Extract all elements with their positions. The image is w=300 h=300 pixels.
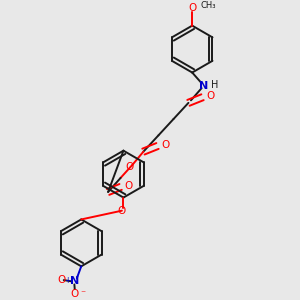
Text: H: H bbox=[211, 80, 218, 90]
Text: ⁻: ⁻ bbox=[81, 290, 86, 299]
Text: O: O bbox=[188, 4, 196, 14]
Text: O: O bbox=[126, 162, 134, 172]
Text: N: N bbox=[200, 81, 209, 91]
Text: CH₃: CH₃ bbox=[201, 1, 216, 10]
Text: N: N bbox=[70, 276, 79, 286]
Text: O: O bbox=[124, 181, 133, 191]
Text: O: O bbox=[206, 91, 214, 101]
Text: O: O bbox=[57, 275, 65, 285]
Text: O: O bbox=[118, 206, 126, 216]
Text: O: O bbox=[161, 140, 169, 150]
Text: +: + bbox=[64, 276, 70, 285]
Text: O: O bbox=[71, 290, 79, 299]
